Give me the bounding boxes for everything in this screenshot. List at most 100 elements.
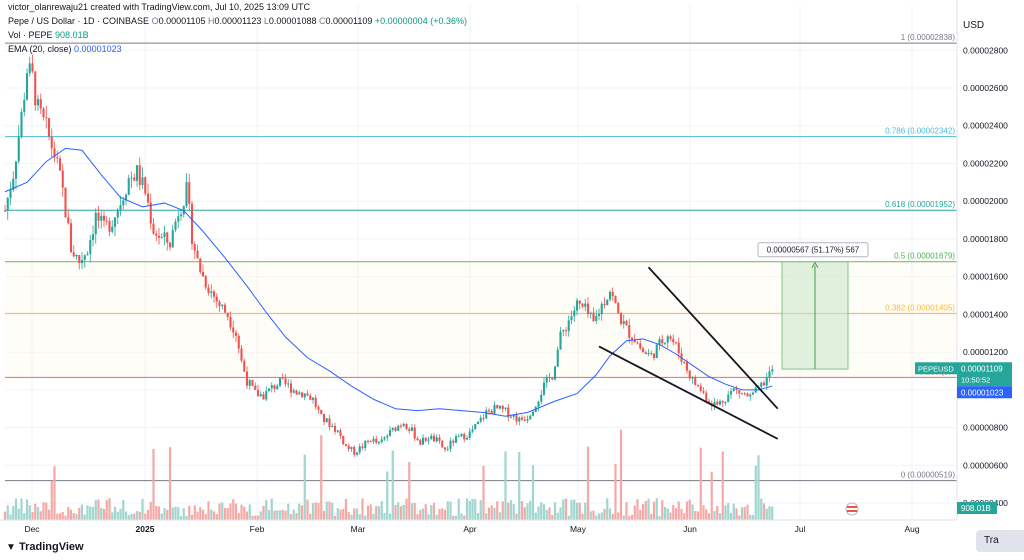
volume-bar: [160, 513, 163, 520]
volume-bar: [630, 514, 634, 520]
volume-bar: [353, 508, 356, 520]
price-tick-label: 0.00002000: [963, 196, 1008, 206]
candle-body: [155, 233, 158, 236]
candle-body: [168, 242, 172, 248]
candle-body: [369, 440, 372, 442]
close-label: C: [318, 16, 326, 26]
candle-body: [9, 190, 12, 198]
volume-bar: [259, 511, 262, 520]
volume-bar: [100, 508, 103, 520]
candle-body: [762, 382, 766, 386]
time-tick-label: Dec: [24, 524, 40, 534]
volume-bar: [424, 504, 427, 520]
volume-bar: [520, 501, 524, 520]
candle-body: [163, 232, 166, 237]
volume-legend[interactable]: Vol · PEPE 908.01B: [8, 30, 89, 40]
volume-bar: [361, 498, 364, 520]
candle-body: [331, 426, 334, 428]
volume-bar: [300, 505, 304, 520]
candle-body: [67, 217, 70, 224]
candle-body: [465, 438, 469, 440]
volume-bar: [680, 509, 683, 520]
volume-bar: [666, 508, 669, 520]
volume-bar: [152, 448, 155, 520]
falling-wedge-pattern[interactable]: [598, 266, 779, 440]
volume-bar: [146, 509, 150, 520]
volume-bar: [768, 506, 771, 520]
volume-bar: [366, 505, 370, 520]
volume-bar: [740, 507, 744, 520]
candle-body: [124, 194, 128, 201]
volume-bar: [267, 510, 271, 520]
price-tick-label: 0.00002400: [963, 121, 1008, 131]
candle-body: [674, 342, 678, 344]
volume-bar: [479, 500, 482, 520]
volume-bar: [545, 510, 548, 520]
candle-body: [441, 440, 444, 448]
volume-bar: [234, 503, 238, 520]
volume-bar: [738, 515, 741, 520]
candle-body: [61, 170, 64, 188]
candle-body: [102, 215, 106, 221]
volume-bar: [372, 513, 375, 520]
candle-body: [526, 419, 529, 421]
measure-arrowhead: [811, 261, 819, 269]
volume-bar: [751, 514, 755, 520]
candle-body: [449, 440, 452, 449]
volume-bar: [457, 498, 460, 520]
volume-bar: [710, 471, 713, 520]
candle-body: [3, 210, 7, 212]
ema-legend[interactable]: EMA (20, close) 0.00001023: [8, 44, 122, 54]
volume-bar: [328, 501, 331, 520]
candle-body: [716, 401, 719, 405]
candle-body: [520, 417, 524, 420]
volume-bar: [72, 513, 75, 520]
volume-bar: [122, 499, 125, 520]
time-tick-label: May: [570, 524, 587, 534]
trade-button[interactable]: Tra: [976, 530, 1024, 552]
volume-bar: [12, 505, 15, 520]
volume-bar: [551, 515, 554, 520]
candle-body: [39, 99, 42, 109]
candle-body: [256, 389, 260, 397]
candle-body: [419, 440, 422, 445]
volume-bar: [765, 508, 768, 520]
candle-body: [633, 339, 636, 343]
candle-body: [518, 417, 521, 422]
candle-body: [20, 112, 23, 137]
candle-body: [768, 371, 771, 378]
volume-bar: [53, 466, 56, 520]
volume-bar: [729, 512, 733, 520]
fib-level-label: 0 (0.00000519): [901, 471, 956, 480]
symbol-legend[interactable]: Pepe / US Dollar · 1D · COINBASE O0.0000…: [8, 16, 467, 26]
volume-bar: [540, 502, 543, 520]
volume-bar: [31, 511, 34, 520]
volume-bar: [490, 505, 493, 520]
volume-bar: [427, 514, 430, 520]
volume-bar: [177, 507, 180, 520]
candle-body: [545, 377, 548, 383]
price-tick-label: 0.00001800: [963, 234, 1008, 244]
currency-label[interactable]: USD: [963, 20, 985, 31]
candle-body: [303, 393, 306, 398]
candle-body: [91, 234, 95, 240]
candle-body: [64, 187, 67, 218]
candle-body: [702, 390, 705, 393]
price-range-measure[interactable]: 0.00000567 (51.17%) 567: [757, 242, 869, 370]
candle-body: [564, 330, 568, 332]
candle-body: [622, 321, 625, 324]
candle-body: [529, 415, 532, 420]
candle-body: [683, 361, 686, 363]
candle-body: [28, 63, 31, 74]
volume-bar: [443, 509, 447, 520]
volume-bar: [399, 506, 403, 520]
volume-bar: [193, 505, 196, 520]
candle-body: [490, 410, 493, 414]
volume-bar: [421, 508, 425, 520]
candle-body: [86, 253, 89, 256]
candle-body: [325, 418, 328, 423]
volume-bar: [47, 509, 51, 520]
volume-bar: [498, 512, 502, 520]
candle-body: [292, 390, 295, 393]
